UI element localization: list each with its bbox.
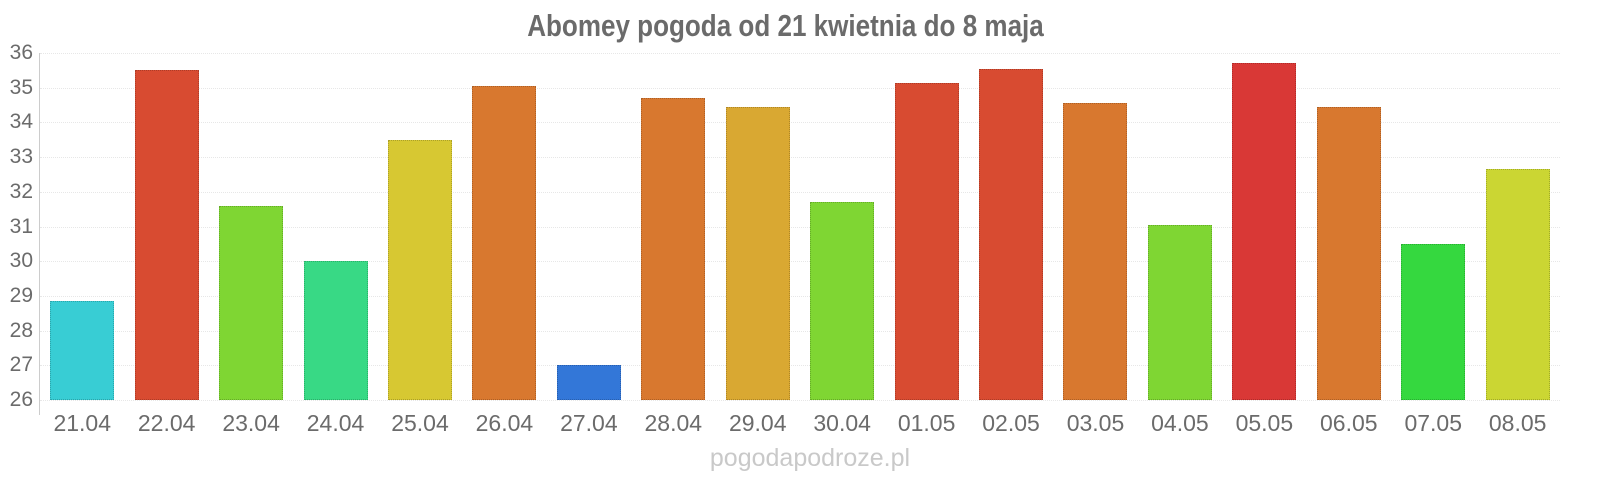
bar-slot-27.04 xyxy=(547,53,631,400)
bar-slot-26.04 xyxy=(462,53,546,400)
gridline-29 xyxy=(40,295,1560,297)
x-axis-label-30.04: 30.04 xyxy=(813,410,871,436)
bar-30.04[interactable] xyxy=(810,202,875,400)
y-axis-label-31: 31 xyxy=(9,214,33,238)
x-axis-labels: 21.04 22.04 23.04 24.04 25.04 26.04 27.04 28.04… xyxy=(40,410,1560,437)
chart-title-text: Abomey pogoda od 21 kwietnia do 8 maja xyxy=(526,8,1044,43)
bar-28.04[interactable] xyxy=(641,98,706,400)
gridline-26 xyxy=(40,400,1560,401)
gridline-34 xyxy=(40,122,1560,124)
y-axis-label-29: 29 xyxy=(9,283,33,307)
bar-slot-08.05 xyxy=(1475,53,1559,400)
x-axis-label-26.04: 26.04 xyxy=(475,410,534,436)
watermark: pogodapodroze.pl xyxy=(709,444,911,472)
x-axis-label-08.05: 08.05 xyxy=(1488,410,1547,436)
bar-22.04[interactable] xyxy=(134,70,199,400)
bar-slot-24.04 xyxy=(293,53,377,400)
bar-slot-25.04 xyxy=(378,53,462,400)
bar-slot-22.04 xyxy=(124,53,208,400)
y-axis-label-33: 33 xyxy=(9,145,33,169)
bar-26.04[interactable] xyxy=(472,85,537,400)
bar-25.04[interactable] xyxy=(387,139,452,400)
bar-slot-07.05 xyxy=(1391,53,1475,400)
x-axis-label-02.05: 02.05 xyxy=(982,410,1040,436)
x-axis-label-03.05: 03.05 xyxy=(1066,410,1125,436)
bar-slot-28.04 xyxy=(631,53,715,400)
bar-04.05[interactable] xyxy=(1147,224,1212,400)
chart-title: Abomey pogoda od 21 kwietnia do 8 maja xyxy=(40,8,1530,44)
x-axis-label-21.04: 21.04 xyxy=(53,410,111,436)
y-axis-label-32: 32 xyxy=(9,179,33,203)
plot-area xyxy=(40,53,1560,400)
bar-slot-04.05 xyxy=(1138,53,1222,400)
y-axis-label-36: 36 xyxy=(9,41,33,64)
gridline-30 xyxy=(40,261,1560,263)
bar-03.05[interactable] xyxy=(1063,103,1128,400)
gridline-33 xyxy=(40,157,1560,159)
y-axis-label-26: 26 xyxy=(9,388,33,411)
gridline-27 xyxy=(40,365,1560,367)
bar-slot-03.05 xyxy=(1053,53,1137,400)
x-axis-label-01.05: 01.05 xyxy=(897,410,956,436)
gridline-28 xyxy=(40,330,1560,332)
gridline-32 xyxy=(40,191,1560,193)
bar-slot-01.05 xyxy=(884,53,968,400)
x-axis-label-06.05: 06.05 xyxy=(1320,410,1378,436)
bar-29.04[interactable] xyxy=(725,106,790,400)
x-axis-label-05.05: 05.05 xyxy=(1235,410,1294,436)
x-axis-label-24.04: 24.04 xyxy=(306,410,365,436)
bar-06.05[interactable] xyxy=(1316,106,1381,400)
x-axis-label-22.04: 22.04 xyxy=(137,410,196,436)
bar-slot-29.04 xyxy=(716,53,800,400)
x-axis-label-29.04: 29.04 xyxy=(728,410,787,436)
x-axis-label-28.04: 28.04 xyxy=(644,410,703,436)
y-axis-label-28: 28 xyxy=(9,318,33,342)
y-axis-label-34: 34 xyxy=(9,110,33,134)
bar-slot-21.04 xyxy=(40,53,124,400)
bar-24.04[interactable] xyxy=(303,261,368,400)
bar-slot-30.04 xyxy=(800,53,884,400)
gridline-31 xyxy=(40,226,1560,228)
bar-02.05[interactable] xyxy=(979,68,1044,400)
bar-05.05[interactable] xyxy=(1232,63,1297,400)
x-axis-label-04.05: 04.05 xyxy=(1151,410,1209,436)
x-axis-label-25.04: 25.04 xyxy=(391,410,449,436)
x-axis-label-23.04: 23.04 xyxy=(222,410,280,436)
bar-01.05[interactable] xyxy=(894,82,959,400)
bar-slot-06.05 xyxy=(1307,53,1391,400)
bar-slot-23.04 xyxy=(209,53,293,400)
bar-27.04[interactable] xyxy=(556,365,621,400)
x-axis-label-07.05: 07.05 xyxy=(1404,410,1462,436)
bar-08.05[interactable] xyxy=(1485,169,1550,400)
bar-21.04[interactable] xyxy=(50,301,115,400)
bar-07.05[interactable] xyxy=(1401,243,1466,400)
bar-slot-05.05 xyxy=(1222,53,1306,400)
bar-slot-02.05 xyxy=(969,53,1053,400)
x-axis-label-27.04: 27.04 xyxy=(560,410,618,436)
gridline-35 xyxy=(40,87,1560,89)
y-axis-line xyxy=(39,53,40,415)
gridline-36 xyxy=(40,53,1560,54)
y-axis-label-35: 35 xyxy=(9,75,33,99)
bar-23.04[interactable] xyxy=(219,205,284,400)
y-axis-label-30: 30 xyxy=(9,249,33,273)
y-axis-label-27: 27 xyxy=(9,353,33,377)
